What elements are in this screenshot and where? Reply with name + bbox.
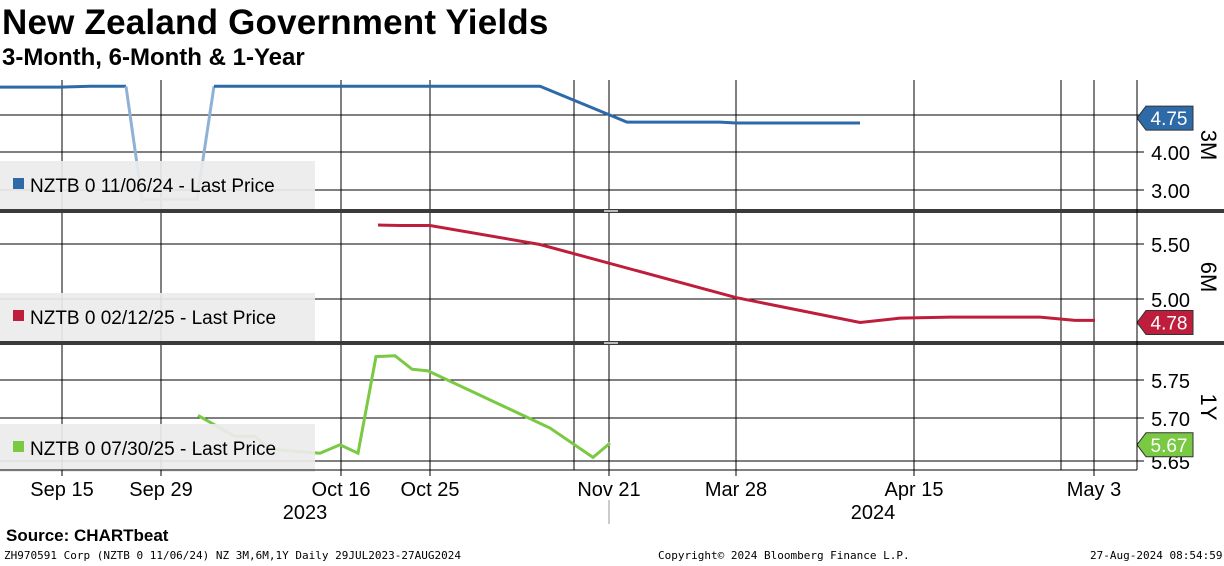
y-tick-label: 5.70: [1151, 409, 1190, 431]
legend-box: [0, 161, 315, 209]
legend-box: [0, 424, 315, 472]
panel-axis-label: 6M: [1196, 262, 1221, 293]
year-label: 2024: [851, 502, 896, 524]
x-tick-label: Sep 29: [129, 479, 192, 501]
x-tick-label: Oct 25: [401, 479, 460, 501]
panel-handle: [604, 210, 618, 212]
y-tick-label: 5.65: [1151, 452, 1190, 474]
panel-axis-label: 1Y: [1196, 394, 1221, 421]
year-label: 2023: [283, 502, 328, 524]
legend-swatch: [13, 310, 24, 321]
copyright-text: Copyright© 2024 Bloomberg Finance L.P.: [658, 549, 910, 562]
legend-swatch: [13, 178, 24, 189]
series-line: [377, 223, 1095, 325]
legend-box: [0, 293, 315, 341]
source-label: Source: CHARTbeat: [6, 526, 169, 545]
x-tick-label: Sep 15: [30, 479, 93, 501]
series-line: [214, 84, 860, 125]
last-value-label: 4.78: [1151, 314, 1188, 335]
last-value-badge: [1136, 432, 1194, 458]
last-value-badge: [1136, 310, 1194, 335]
x-tick-label: Apr 15: [885, 479, 944, 501]
series-line: [0, 84, 126, 89]
timestamp: 27-Aug-2024 08:54:59: [1090, 549, 1223, 562]
panel-axis-label: 3M: [1196, 130, 1221, 161]
x-tick-label: Oct 16: [312, 479, 371, 501]
x-tick-label: Mar 28: [705, 479, 767, 501]
ticker-info: ZH970591 Corp (NZTB 0 11/06/24) NZ 3M,6M…: [4, 549, 461, 562]
y-tick-label: 3.00: [1151, 181, 1190, 203]
last-value-label: 4.75: [1151, 109, 1188, 130]
legend-label: NZTB 0 11/06/24 - Last Price: [30, 176, 275, 197]
legend-label: NZTB 0 02/12/25 - Last Price: [30, 308, 276, 329]
y-tick-label: 5.50: [1151, 235, 1190, 257]
chart-title: New Zealand Government Yields: [2, 3, 549, 42]
panel-handle: [604, 342, 618, 344]
legend-swatch: [13, 441, 24, 452]
last-value-label: 5.67: [1151, 436, 1188, 457]
legend-label: NZTB 0 07/30/25 - Last Price: [30, 439, 276, 460]
y-tick-label: 5.75: [1151, 371, 1190, 393]
y-tick-label: 5.00: [1151, 290, 1190, 312]
x-tick-label: May 3: [1067, 479, 1121, 501]
x-tick-label: Nov 21: [577, 479, 640, 501]
last-value-badge: [1136, 105, 1194, 131]
y-tick-label: 4.00: [1151, 143, 1190, 165]
chart-subtitle: 3-Month, 6-Month & 1-Year: [2, 44, 305, 71]
